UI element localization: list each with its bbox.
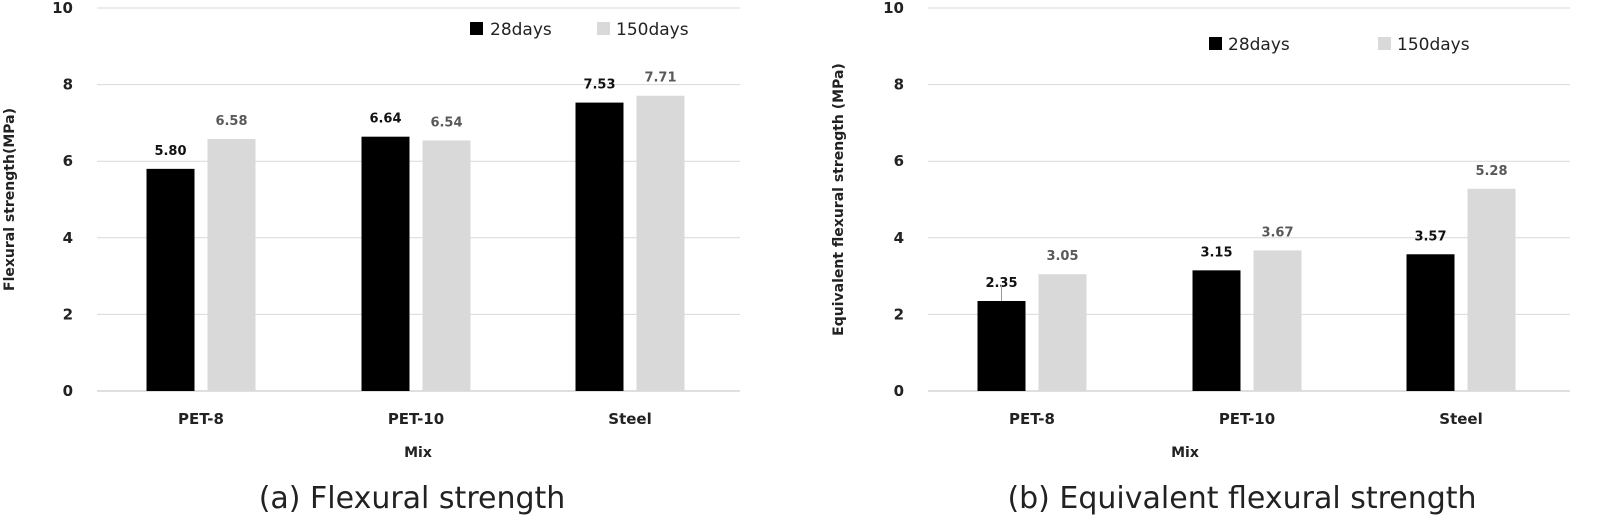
x-tick-label: Steel: [608, 410, 651, 428]
y-tick-label: 2: [63, 305, 73, 323]
bar-28days-Steel: [575, 102, 624, 391]
legend-label-28days: 28days: [490, 20, 552, 40]
data-label: 5.80: [154, 144, 186, 159]
data-label: 3.15: [1200, 245, 1232, 260]
data-label: 3.67: [1261, 225, 1293, 240]
y-tick-label: 2: [894, 305, 904, 323]
legend-swatch-150days: [1378, 37, 1391, 50]
x-tick-label: PET-10: [1219, 410, 1275, 428]
x-tick-label: PET-8: [178, 410, 224, 428]
y-tick-label: 4: [63, 229, 73, 247]
bar-28days-PET-10: [361, 136, 410, 391]
legend-swatch-150days: [597, 22, 610, 35]
figure-caption: (b) Equivalent flexural strength: [1007, 481, 1476, 516]
data-label: 7.53: [583, 78, 615, 93]
figure-caption: (a) Flexural strength: [259, 481, 566, 516]
legend-label-150days: 150days: [616, 20, 689, 40]
y-tick-label: 8: [63, 76, 73, 94]
bar-150days-PET-8: [1038, 274, 1087, 391]
bar-28days-Steel: [1406, 254, 1455, 391]
x-tick-label: PET-10: [388, 410, 444, 428]
y-tick-label: 0: [894, 382, 904, 400]
legend-swatch-28days: [1209, 37, 1222, 50]
y-axis-title: Flexural strength(MPa): [2, 108, 18, 291]
equivalent-flexural-strength-chart: 0 2 4 6 8 10 2.35 3.05 PET-8 3.15 3.67 PET-10 3.57 5.…: [831, 0, 1570, 516]
y-tick-label: 6: [894, 152, 904, 170]
y-tick-label: 4: [894, 229, 904, 247]
legend-swatch-28days: [470, 22, 483, 35]
data-label: 5.28: [1475, 164, 1507, 179]
data-label: 2.35: [985, 276, 1017, 291]
x-axis-title: Mix: [1171, 445, 1199, 461]
data-label: 7.71: [644, 71, 676, 86]
x-tick-label: PET-8: [1009, 410, 1055, 428]
y-axis-title: Equivalent flexural strength (MPa): [831, 63, 847, 336]
x-axis-title: Mix: [404, 445, 432, 461]
bar-150days-PET-10: [1253, 250, 1302, 391]
data-label: 6.64: [369, 112, 401, 127]
legend-label-28days: 28days: [1228, 35, 1290, 55]
bar-150days-Steel: [636, 95, 685, 391]
bar-150days-Steel: [1467, 188, 1516, 391]
y-tick-label: 6: [63, 152, 73, 170]
data-label: 3.57: [1414, 229, 1446, 244]
x-tick-label: Steel: [1439, 410, 1482, 428]
data-label: 6.54: [430, 116, 462, 131]
y-tick-label: 10: [883, 0, 904, 17]
data-label: 6.58: [215, 114, 247, 129]
data-label: 3.05: [1046, 249, 1078, 264]
bar-150days-PET-8: [207, 138, 256, 391]
y-tick-label: 8: [894, 76, 904, 94]
bar-28days-PET-8: [977, 300, 1026, 391]
y-tick-label: 0: [63, 382, 73, 400]
bar-28days-PET-10: [1192, 270, 1241, 391]
legend-label-150days: 150days: [1397, 35, 1470, 55]
y-tick-label: 10: [52, 0, 73, 17]
bar-150days-PET-10: [422, 140, 471, 391]
bar-28days-PET-8: [146, 168, 195, 391]
flexural-strength-chart: 0 2 4 6 8 10 5.80 6.58 PET-8 6.64 6.54 PET-10 7.53 7.…: [2, 0, 740, 516]
